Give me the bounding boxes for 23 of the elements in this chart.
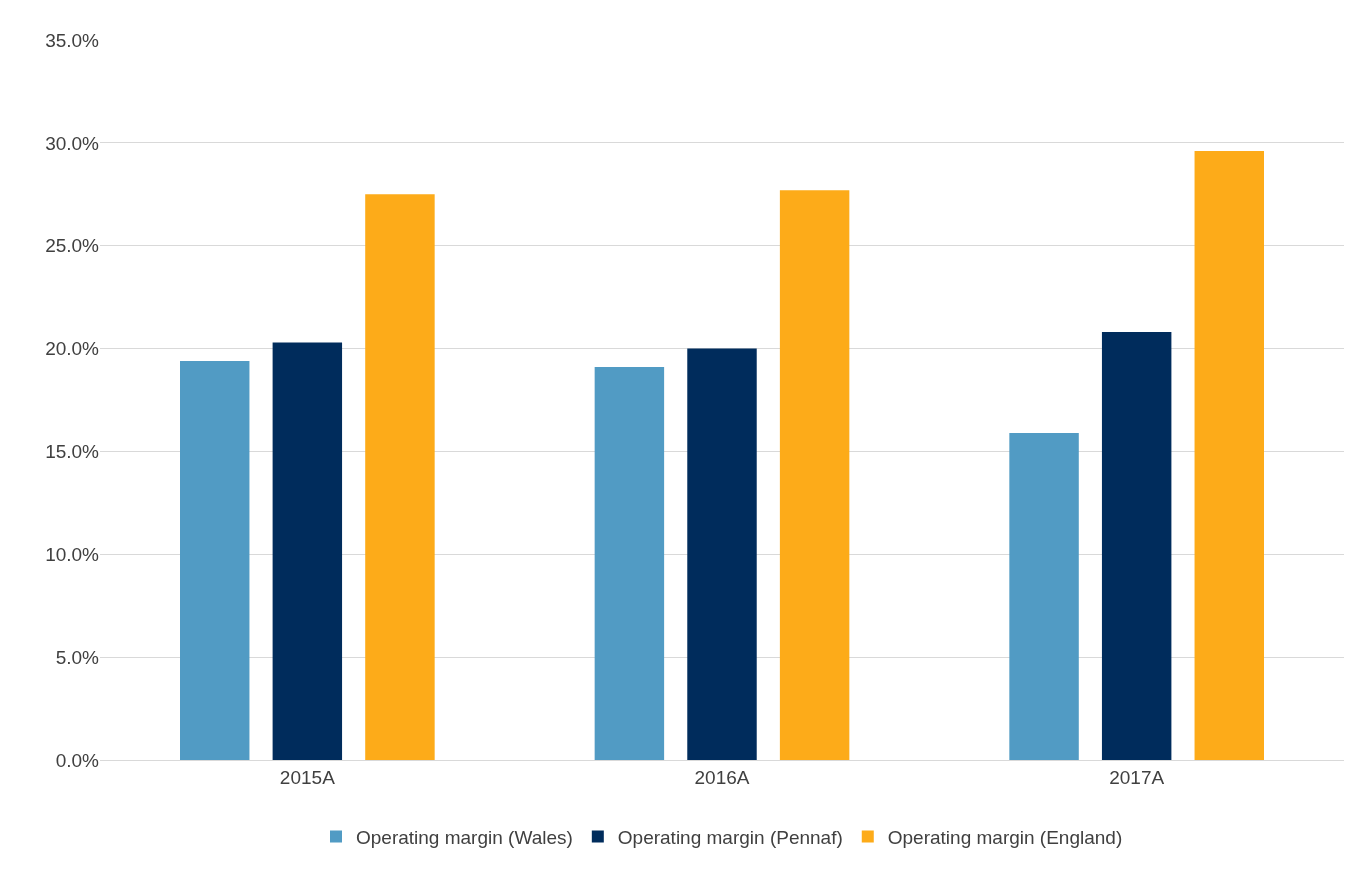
y-tick-label: 10.0%: [45, 543, 100, 565]
bar: [687, 348, 757, 760]
legend-label: Operating margin (Pennaf): [617, 826, 843, 848]
y-tick-label: 5.0%: [55, 646, 100, 668]
bar: [365, 194, 435, 760]
y-tick-label: 15.0%: [45, 441, 100, 463]
y-tick-label: 20.0%: [45, 338, 100, 360]
bar: [272, 342, 343, 760]
y-tick-label: 35.0%: [45, 29, 100, 51]
x-tick-label: 2015A: [279, 766, 336, 788]
x-tick-label: 2016A: [694, 766, 750, 788]
legend-label: Operating margin (Wales): [356, 826, 573, 848]
bar: [779, 190, 850, 760]
y-tick-label: 0.0%: [55, 749, 100, 771]
bar: [1194, 151, 1264, 760]
bar: [1009, 432, 1079, 760]
bar: [1101, 332, 1172, 760]
x-tick-label: 2017A: [1109, 766, 1165, 788]
bar: [594, 367, 665, 760]
y-tick-label: 30.0%: [45, 132, 100, 154]
y-tick-label: 25.0%: [45, 235, 100, 257]
legend-label: Operating margin (England): [887, 826, 1123, 848]
bar: [180, 360, 250, 760]
